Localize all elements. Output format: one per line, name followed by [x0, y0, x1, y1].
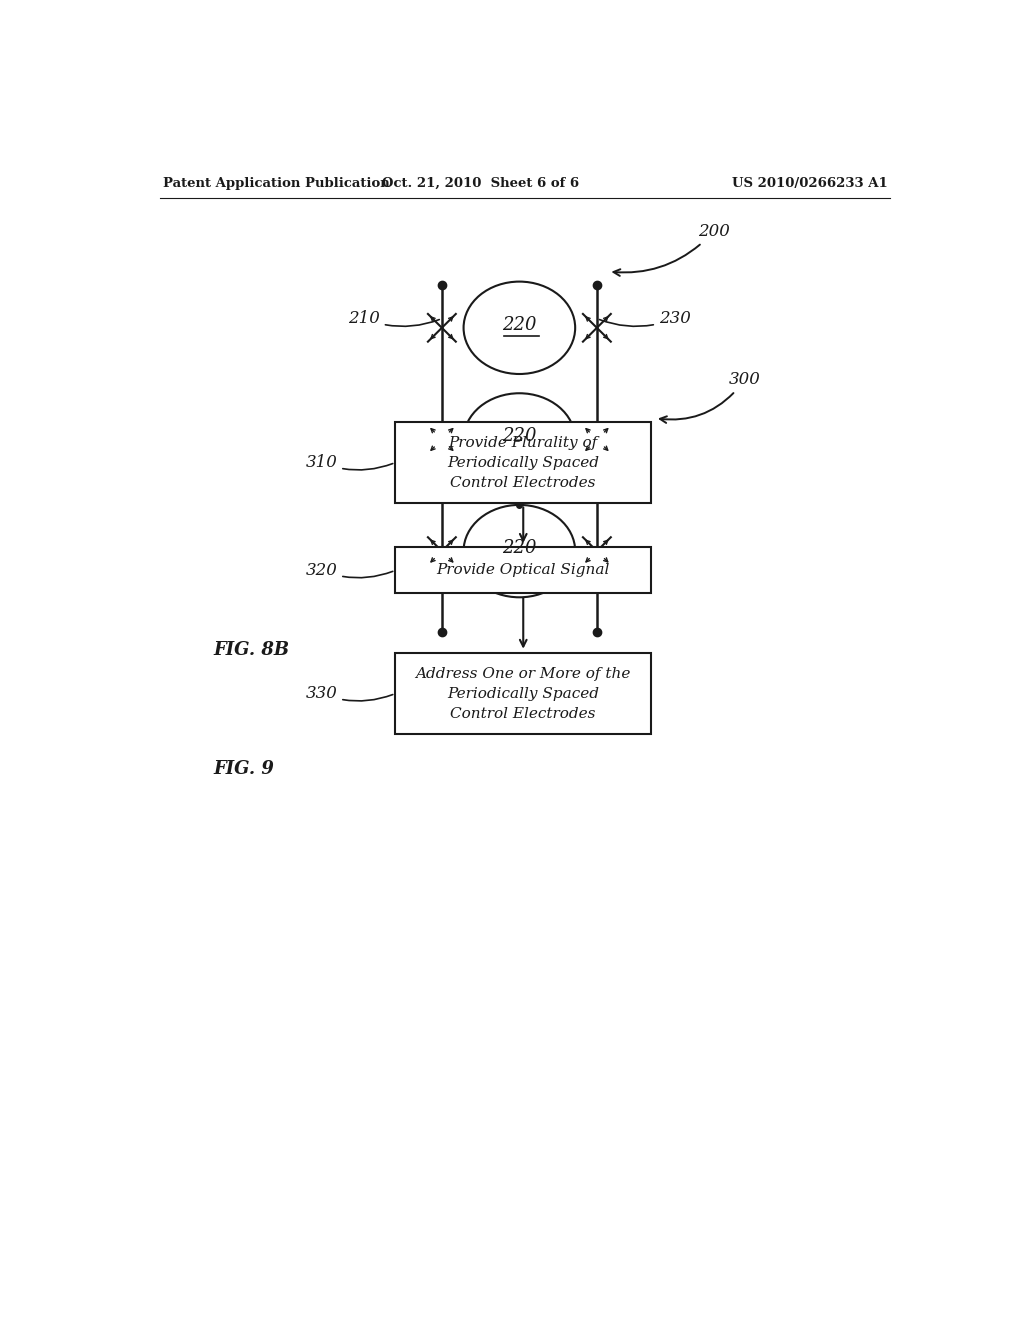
Text: 210: 210	[348, 310, 439, 327]
FancyBboxPatch shape	[395, 653, 651, 734]
FancyBboxPatch shape	[395, 422, 651, 503]
Text: 310: 310	[305, 454, 393, 471]
Text: 200: 200	[613, 223, 729, 276]
FancyBboxPatch shape	[395, 548, 651, 594]
Text: 230: 230	[599, 310, 691, 327]
Text: FIG. 8B: FIG. 8B	[213, 642, 290, 659]
Text: Provide Optical Signal: Provide Optical Signal	[436, 564, 610, 577]
Text: 320: 320	[305, 562, 393, 579]
Text: Oct. 21, 2010  Sheet 6 of 6: Oct. 21, 2010 Sheet 6 of 6	[382, 177, 580, 190]
Text: Address One or More of the
Periodically Spaced
Control Electrodes: Address One or More of the Periodically …	[416, 667, 631, 721]
Text: 330: 330	[305, 685, 393, 702]
Text: US 2010/0266233 A1: US 2010/0266233 A1	[732, 177, 888, 190]
Text: 220: 220	[502, 428, 537, 445]
Text: 220: 220	[502, 539, 537, 557]
Text: Provide Plurality of
Periodically Spaced
Control Electrodes: Provide Plurality of Periodically Spaced…	[447, 436, 599, 490]
Text: FIG. 9: FIG. 9	[213, 760, 274, 779]
Text: 220: 220	[502, 315, 537, 334]
Text: 300: 300	[659, 371, 761, 422]
Text: Patent Application Publication: Patent Application Publication	[163, 177, 389, 190]
